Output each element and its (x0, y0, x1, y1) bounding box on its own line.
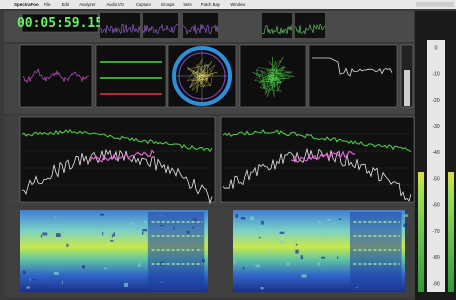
scale-label: -70 (432, 229, 439, 235)
spectrogram-speckle (403, 224, 407, 227)
page: SpectraFoo File Edit Analyzer Audio I/O Capt… (0, 0, 456, 300)
spectrogram-speckle (243, 267, 244, 270)
scale-label: -50 (432, 176, 439, 182)
spectrogram-speckle (101, 242, 102, 244)
spectrogram-speckle (302, 274, 307, 277)
spectrogram-speckle (109, 251, 110, 252)
spectrogram-speckle (318, 221, 321, 224)
mini-panel (143, 13, 178, 38)
menu-item[interactable]: File (44, 2, 51, 7)
scale-label: -20 (432, 98, 439, 104)
spectrogram-speckle (54, 225, 58, 226)
spectrogram-speckle (295, 250, 298, 254)
waveform-panel (20, 45, 92, 107)
spectrogram-speckle (55, 216, 57, 217)
spectrogram-speckle (235, 214, 238, 217)
spectrogram-speckle (27, 287, 30, 289)
scale-label: 0 (435, 45, 438, 51)
spectrogram-speckle (404, 214, 408, 217)
spectrogram-speckle (234, 260, 236, 263)
spectrogram-speckle (337, 257, 338, 260)
spectrogram-speckle (42, 232, 47, 235)
spectrogram-speckle (269, 249, 271, 252)
spectrogram-speckle (324, 232, 327, 234)
spectrogram-speckle (280, 241, 283, 244)
spectrogram-speckle (241, 217, 246, 219)
spectrogram-speckle (102, 232, 103, 236)
menu-item[interactable]: Analyzer (79, 2, 96, 7)
meter-fill (448, 172, 454, 292)
spectrogram-speckle (56, 233, 61, 237)
scale-label: -60 (432, 203, 439, 209)
app-menu[interactable]: SpectraFoo (14, 2, 39, 7)
spectrogram-speckle (110, 240, 113, 242)
spectrogram-speckle (287, 262, 290, 266)
spectrogram-speckle (66, 244, 68, 247)
menu-item[interactable]: Window (230, 2, 246, 7)
history-panel (309, 45, 397, 107)
spectrogram-speckle (339, 219, 341, 220)
spectrogram-speckle (261, 287, 264, 289)
scale-label: -40 (432, 150, 439, 156)
menu-status (416, 2, 454, 7)
spectrogram-speckle (310, 250, 312, 252)
menu-item[interactable]: Patch Bay (201, 2, 221, 7)
spectrogram-speckle (62, 281, 63, 284)
scale-label: -80 (432, 255, 439, 261)
spectrogram-speckle (31, 279, 36, 280)
menu-item[interactable]: Capture (136, 2, 152, 7)
spectrogram-speckle (142, 229, 147, 231)
spectrogram-speckle (82, 265, 85, 268)
spectrogram-speckle (104, 267, 106, 269)
spectrogram-speckle (144, 221, 146, 224)
mini-panel (100, 13, 140, 38)
spectrogram-speckle (333, 222, 336, 224)
small-meter-fill (404, 70, 410, 106)
spectrogram-speckle (41, 235, 42, 238)
spectrogram-speckle (317, 262, 320, 265)
spectrogram-speckle (296, 244, 297, 246)
spectrogram-speckle (250, 216, 254, 220)
scale-label: -10 (432, 72, 439, 78)
spectrogram-speckle (304, 229, 306, 231)
spectrogram-speckle (321, 257, 325, 259)
spectrogram-speckle (100, 214, 104, 216)
spectrogram-speckle (301, 255, 303, 259)
level-panel (96, 45, 166, 107)
spectrogram-speckle (259, 237, 261, 238)
scale-label: -90 (432, 281, 439, 287)
spectrogram-speckle (142, 232, 143, 235)
timer: 00:05:59.15 (17, 16, 103, 31)
spectrogram-speckle (112, 234, 113, 237)
spectrogram-speckle (132, 222, 134, 225)
mini-panel (183, 13, 218, 38)
spectrogram-speckle (113, 232, 115, 236)
spectrogram-speckle (138, 263, 140, 267)
spectrogram-speckle (327, 219, 331, 221)
spectrogram-dark-block (350, 212, 402, 290)
menu-item[interactable]: Audio I/O (106, 2, 124, 7)
spectrogram-speckle (54, 272, 59, 275)
spectrogram-speckle (40, 286, 44, 287)
spectrogram-speckle (23, 271, 26, 274)
menu-item[interactable]: Edit (62, 2, 70, 7)
menu-item[interactable]: Sets (183, 2, 191, 7)
scale-label: -30 (432, 124, 439, 130)
meter-fill (418, 172, 424, 292)
spectrogram-speckle (256, 265, 260, 268)
screenshot: SpectraFoo File Edit Analyzer Audio I/O Capt… (0, 0, 456, 300)
spectrogram-speckle (261, 221, 264, 225)
spectrogram-speckle (280, 232, 285, 234)
spectrogram-speckle (124, 283, 128, 287)
spectrogram-dark-block (148, 212, 204, 290)
menu-item[interactable]: Groups (161, 2, 175, 7)
